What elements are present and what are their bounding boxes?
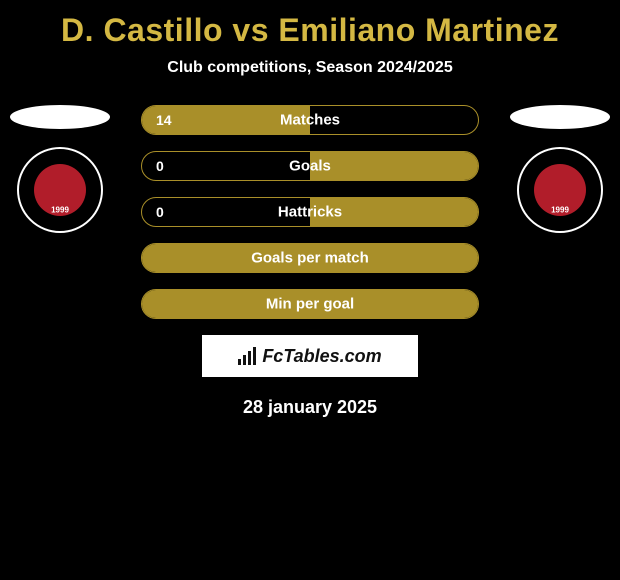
- date-label: 28 january 2025: [0, 397, 620, 418]
- brand-badge: FcTables.com: [202, 335, 418, 377]
- stat-label: Goals per match: [251, 250, 369, 267]
- subtitle: Club competitions, Season 2024/2025: [0, 59, 620, 77]
- club-year-right: 1999: [551, 205, 569, 214]
- stat-fill-right: [310, 152, 478, 180]
- stat-label: Goals: [289, 158, 331, 175]
- comparison-panel: 1999 1999 14 Matches 0 Goals 0: [0, 105, 620, 418]
- stats-list: 14 Matches 0 Goals 0 Hattricks Goals per…: [141, 105, 479, 319]
- stat-value-left: 14: [156, 112, 172, 128]
- stat-row: Goals per match: [141, 243, 479, 273]
- stat-row: 0 Hattricks: [141, 197, 479, 227]
- player-right-column: 1999: [510, 105, 610, 233]
- player-left-placeholder: [10, 105, 110, 129]
- stat-value-left: 0: [156, 158, 164, 174]
- stat-row: Min per goal: [141, 289, 479, 319]
- stat-label: Matches: [280, 112, 340, 129]
- player-right-placeholder: [510, 105, 610, 129]
- stat-label: Min per goal: [266, 296, 354, 313]
- stat-value-left: 0: [156, 204, 164, 220]
- bar-chart-icon: [238, 347, 256, 365]
- club-logo-left: 1999: [17, 147, 103, 233]
- stat-row: 0 Goals: [141, 151, 479, 181]
- stat-label: Hattricks: [278, 204, 342, 221]
- page-title: D. Castillo vs Emiliano Martinez: [0, 0, 620, 49]
- brand-text: FcTables.com: [262, 346, 381, 367]
- club-logo-right: 1999: [517, 147, 603, 233]
- club-year-left: 1999: [51, 205, 69, 214]
- stat-row: 14 Matches: [141, 105, 479, 135]
- player-left-column: 1999: [10, 105, 110, 233]
